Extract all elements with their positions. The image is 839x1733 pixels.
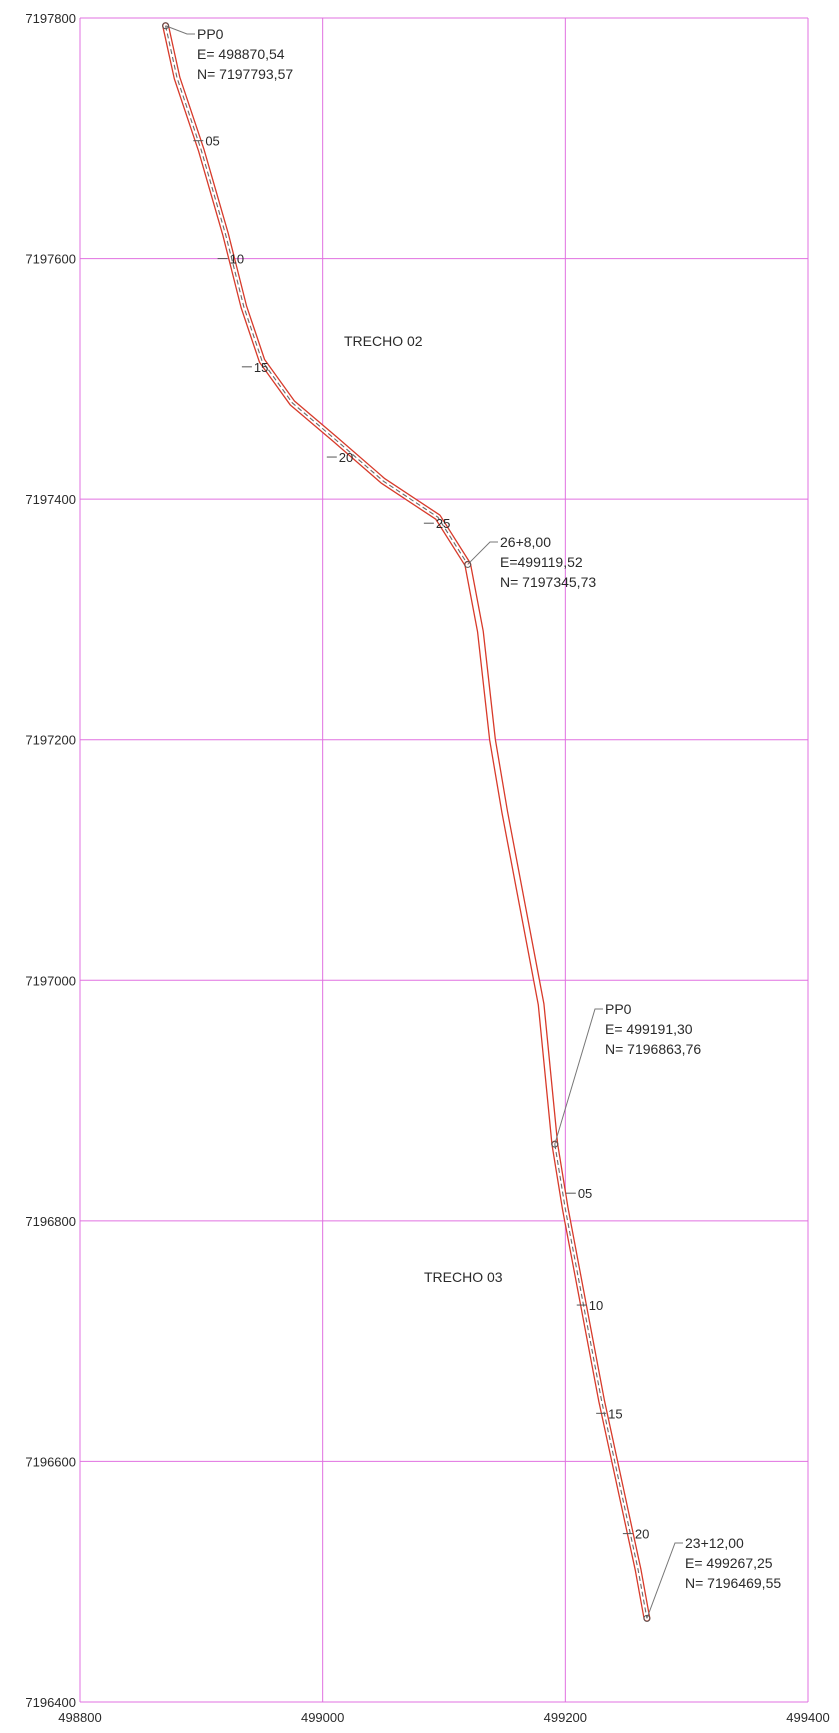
callout-station: 23+12,00 — [685, 1535, 744, 1551]
callout-north: N= 7197793,57 — [197, 66, 293, 82]
station-trecho-03-label: 05 — [578, 1186, 592, 1201]
x-tick-label: 499000 — [301, 1710, 344, 1725]
station-trecho-02-label: 10 — [230, 252, 244, 267]
y-tick-label: 7197800 — [25, 11, 76, 26]
road-alignments — [162, 22, 651, 1622]
x-tick-label: 499400 — [786, 1710, 829, 1725]
station-trecho-02-label: 20 — [339, 450, 353, 465]
callout-north: N= 7196863,76 — [605, 1041, 701, 1057]
callout-east: E=499119,52 — [500, 554, 583, 570]
road-trecho-02-outer — [162, 22, 472, 568]
y-tick-label: 7196400 — [25, 1695, 76, 1710]
leader-start-trecho-02 — [165, 25, 195, 35]
callout-leaders — [162, 22, 683, 1622]
y-tick-label: 7196600 — [25, 1454, 76, 1469]
road-connector-inner — [465, 562, 557, 1147]
leader-end-trecho-02-point — [464, 560, 472, 568]
station-trecho-03-label: 10 — [589, 1298, 603, 1313]
y-tick-label: 7196800 — [25, 1214, 76, 1229]
section-label-trecho-03: TRECHO 03 — [424, 1269, 503, 1285]
callout-start-trecho-03: PP0 E= 499191,30 N= 7196863,76 — [605, 1001, 701, 1057]
y-axis-tick-labels: 7197800 7197600 7197400 7197200 7197000 71968… — [25, 11, 76, 1710]
station-trecho-03-label: 20 — [635, 1527, 649, 1542]
road-trecho-02-inner — [163, 23, 470, 567]
y-tick-label: 7197000 — [25, 973, 76, 988]
station-trecho-02-label: 05 — [205, 134, 219, 149]
section-label-trecho-02: TRECHO 02 — [344, 333, 423, 349]
y-tick-label: 7197200 — [25, 733, 76, 748]
callout-east: E= 499191,30 — [605, 1021, 693, 1037]
y-tick-label: 7197600 — [25, 252, 76, 267]
callout-station: PP0 — [197, 26, 224, 42]
x-axis-tick-labels: 498800 499000 499200 499400 — [58, 1710, 829, 1725]
callout-start-trecho-02: PP0 E= 498870,54 N= 7197793,57 — [197, 26, 293, 82]
leader-end-trecho-02 — [467, 541, 498, 565]
coordinate-grid — [79, 17, 809, 1703]
callout-end-trecho-03: 23+12,00 E= 499267,25 N= 7196469,55 — [685, 1535, 781, 1591]
callout-north: N= 7197345,73 — [500, 574, 596, 590]
leader-start-trecho-02-point — [162, 22, 170, 30]
leader-end-trecho-03 — [646, 1542, 683, 1619]
station-trecho-03-label: 15 — [608, 1406, 622, 1421]
x-tick-label: 499200 — [544, 1710, 587, 1725]
callout-end-trecho-02: 26+8,00 E=499119,52 N= 7197345,73 — [500, 534, 596, 590]
station-trecho-02-label: 25 — [436, 516, 450, 531]
callout-station: PP0 — [605, 1001, 632, 1017]
callout-east: E= 498870,54 — [197, 46, 285, 62]
y-tick-label: 7197400 — [25, 492, 76, 507]
x-tick-label: 498800 — [58, 1710, 101, 1725]
station-trecho-02-label: 15 — [254, 360, 268, 375]
leader-start-trecho-03 — [554, 1008, 603, 1145]
road-trecho-02-centerline — [165, 25, 469, 565]
road-trecho-03-centerline — [554, 1144, 648, 1619]
station-labels: 05 10 15 20 25 05 10 15 20 — [193, 134, 649, 1542]
callout-station: 26+8,00 — [500, 534, 551, 550]
callout-east: E= 499267,25 — [685, 1555, 773, 1571]
leader-start-trecho-03-point — [551, 1140, 559, 1148]
callout-north: N= 7196469,55 — [685, 1575, 781, 1591]
leader-end-trecho-03-point — [643, 1614, 651, 1622]
